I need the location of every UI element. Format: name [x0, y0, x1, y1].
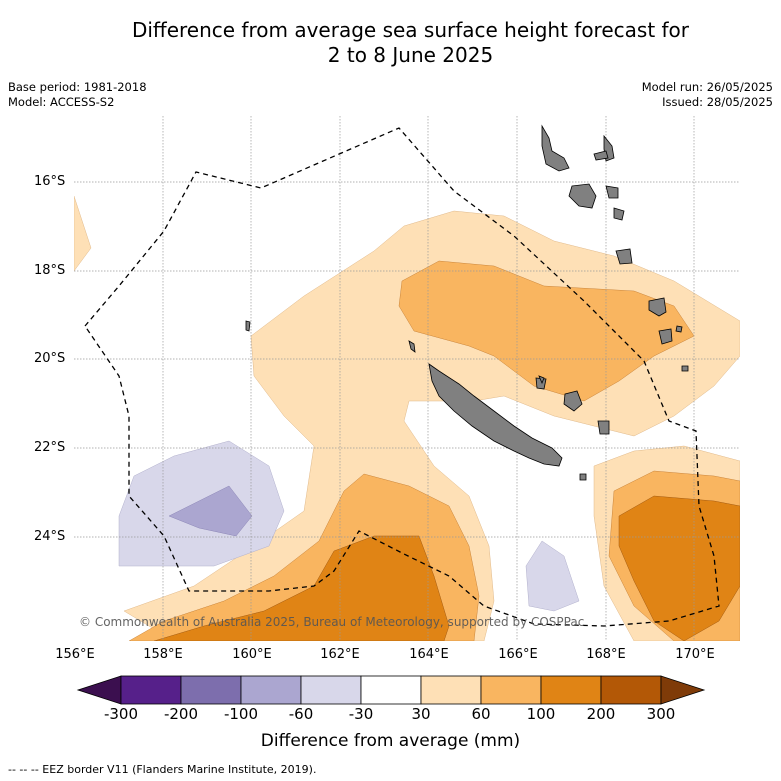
colorbar: [76, 675, 706, 705]
small-island-4: [538, 375, 545, 385]
colorbar-tick: 60: [471, 705, 491, 723]
colorbar-segment: [240, 675, 302, 705]
colorbar-segment: [180, 675, 242, 705]
land-masses: [245, 124, 689, 481]
graticule: [74, 116, 740, 641]
vanuatu-island-4: [593, 150, 609, 161]
colorbar-segment: [120, 675, 182, 705]
eez-note: -- -- -- EEZ border V11 (Flanders Marine…: [8, 763, 317, 776]
fiji-island-3: [675, 325, 683, 333]
lon-label: 160°E: [232, 647, 272, 662]
map-title: Difference from average sea surface heig…: [0, 18, 781, 68]
colorbar-segment: [360, 675, 422, 705]
lon-label: 168°E: [586, 647, 626, 662]
fiji-island-2: [658, 328, 673, 345]
lat-label: 18°S: [34, 263, 66, 278]
copyright-text: © Commonwealth of Australia 2025, Bureau…: [79, 615, 585, 629]
anomaly-100-200-fill: [153, 495, 740, 641]
colorbar-tick: -30: [348, 705, 374, 723]
colorbar-segment: [600, 675, 662, 705]
lon-label: 158°E: [143, 647, 183, 662]
small-island-2: [245, 320, 251, 332]
anomaly-minus60-minus100-fill: [168, 485, 253, 537]
vanuatu-island-1: [541, 124, 570, 172]
vanuatu-island-2: [568, 183, 597, 209]
colorbar-segment: [540, 675, 602, 705]
loyalty-island-1: [563, 390, 583, 412]
lon-label: 162°E: [320, 647, 360, 662]
fiji-island-1: [648, 297, 667, 317]
title-line-1: Difference from average sea surface heig…: [131, 18, 690, 42]
lat-label: 24°S: [34, 529, 66, 544]
lon-label: 156°E: [55, 647, 95, 662]
vanuatu-island-7: [615, 248, 633, 265]
loyalty-island-2: [597, 420, 610, 435]
meta-left: Base period: 1981-2018 Model: ACCESS-S2: [8, 80, 147, 110]
colorbar-tick: -200: [163, 705, 199, 723]
colorbar-tick: 200: [586, 705, 616, 723]
vanuatu-island-5: [605, 185, 619, 199]
colorbar-tick: 300: [646, 705, 676, 723]
colorbar-segment: [480, 675, 542, 705]
colorbar-segment: [300, 675, 362, 705]
model-text: Model: ACCESS-S2: [8, 95, 115, 109]
colorbar-tick: -300: [103, 705, 139, 723]
colorbar-extend-high: [660, 675, 706, 705]
small-island-3: [408, 340, 416, 353]
new-caledonia-island: [428, 363, 563, 467]
lon-label: 170°E: [675, 647, 715, 662]
lat-label: 22°S: [34, 440, 66, 455]
issued-text: Issued: 28/05/2025: [662, 95, 773, 109]
lon-label: 164°E: [409, 647, 449, 662]
colorbar-tick: -60: [288, 705, 314, 723]
hunter-island: [579, 473, 587, 481]
colorbar-label: Difference from average (mm): [260, 731, 521, 751]
colorbar-extend-low: [76, 675, 122, 705]
colorbar-tick: 100: [526, 705, 556, 723]
colorbar-tick: 30: [411, 705, 431, 723]
lon-label: 166°E: [498, 647, 538, 662]
vanuatu-island-6: [613, 207, 625, 221]
colorbar-segment: [420, 675, 482, 705]
eez-border: [84, 127, 720, 627]
meta-right: Model run: 26/05/2025 Issued: 28/05/2025: [642, 80, 773, 110]
sea-height-map: [74, 116, 740, 641]
title-line-2: 2 to 8 June 2025: [327, 43, 494, 67]
model-run-text: Model run: 26/05/2025: [641, 80, 773, 94]
small-island-1: [681, 365, 689, 372]
lat-label: 20°S: [34, 351, 66, 366]
base-period-text: Base period: 1981-2018: [8, 80, 147, 94]
colorbar-tick: -100: [223, 705, 259, 723]
lat-label: 16°S: [34, 174, 66, 189]
